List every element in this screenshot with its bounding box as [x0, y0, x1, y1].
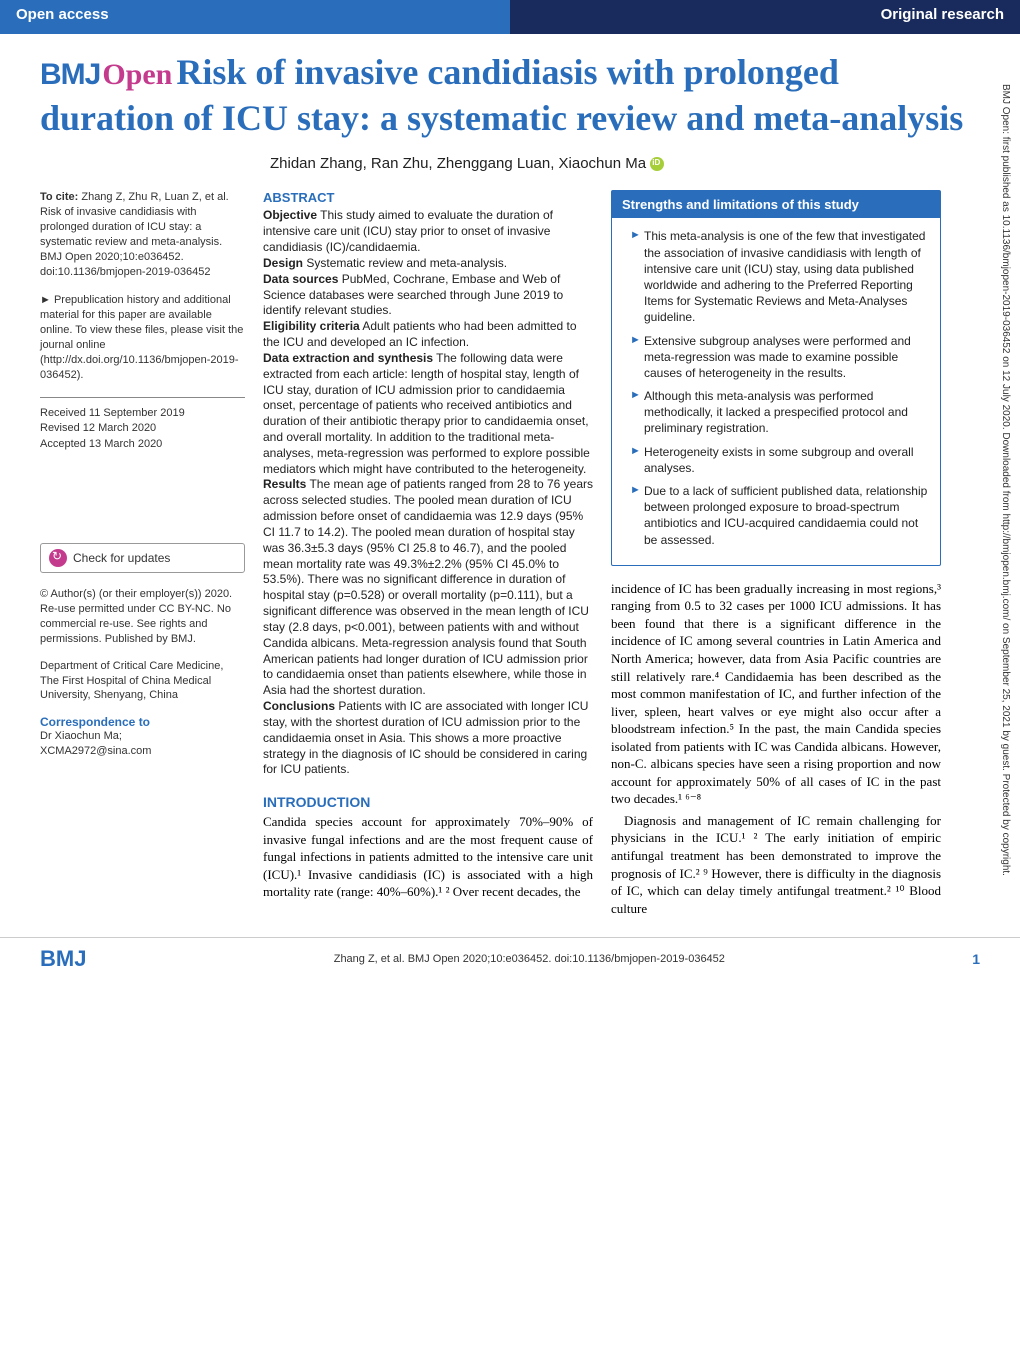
box-item: Although this meta-analysis was performe… — [630, 388, 928, 437]
journal-logo: BMJOpen — [40, 58, 172, 92]
box-item: Due to a lack of sufficient published da… — [630, 483, 928, 548]
middle-column: ABSTRACT Objective This study aimed to e… — [263, 190, 593, 917]
check-updates-icon — [49, 549, 67, 567]
article-type-badge: Original research — [510, 0, 1020, 34]
authors-text: Zhidan Zhang, Ran Zhu, Zhenggang Luan, X… — [270, 155, 646, 172]
results-text: The mean age of patients ranged from 28 … — [263, 477, 593, 697]
box-body: This meta-analysis is one of the few tha… — [612, 218, 940, 564]
right-paragraph-1: incidence of IC has been gradually incre… — [611, 580, 941, 808]
objective-label: Objective — [263, 208, 317, 222]
abstract-data-sources: Data sources PubMed, Cochrane, Embase an… — [263, 272, 593, 319]
strengths-limitations-box: Strengths and limitations of this study … — [611, 190, 941, 565]
check-updates-button[interactable]: Check for updates — [40, 543, 245, 573]
conclusions-label: Conclusions — [263, 699, 335, 713]
left-sidebar: To cite: Zhang Z, Zhu R, Luan Z, et al. … — [40, 190, 245, 917]
bmj-text: BMJ — [40, 58, 100, 91]
correspondence-header: Correspondence to — [40, 715, 245, 729]
correspondence-text: Dr Xiaochun Ma; XCMA2972@sina.com — [40, 729, 245, 759]
design-label: Design — [263, 256, 303, 270]
design-text: Systematic review and meta-analysis. — [303, 256, 507, 270]
footer-page-number: 1 — [972, 951, 980, 967]
page-footer: BMJ Zhang Z, et al. BMJ Open 2020;10:e03… — [0, 937, 1020, 986]
footer-citation: Zhang Z, et al. BMJ Open 2020;10:e036452… — [334, 953, 725, 965]
bmj-footer-logo: BMJ — [40, 946, 86, 972]
box-header: Strengths and limitations of this study — [612, 191, 940, 218]
box-item: Heterogeneity exists in some subgroup an… — [630, 444, 928, 476]
cite-text: Zhang Z, Zhu R, Luan Z, et al. Risk of i… — [40, 191, 229, 277]
eligibility-label: Eligibility criteria — [263, 319, 360, 333]
abstract-design: Design Systematic review and meta-analys… — [263, 256, 593, 272]
check-updates-label: Check for updates — [73, 551, 170, 565]
abstract-conclusions: Conclusions Patients with IC are associa… — [263, 699, 593, 778]
abstract-header: ABSTRACT — [263, 190, 593, 205]
extraction-text: The following data were extracted from e… — [263, 351, 590, 476]
prepublication-note: ► Prepublication history and additional … — [40, 293, 245, 382]
title-block: BMJOpen Risk of invasive candidiasis wit… — [40, 52, 980, 139]
license-text: © Author(s) (or their employer(s)) 2020.… — [40, 587, 245, 646]
open-text: Open — [102, 58, 172, 91]
citation-block: To cite: Zhang Z, Zhu R, Luan Z, et al. … — [40, 190, 245, 279]
box-item: This meta-analysis is one of the few tha… — [630, 228, 928, 325]
vertical-copyright-text: BMJ Open: first published as 10.1136/bmj… — [994, 84, 1012, 1284]
affiliation-text: Department of Critical Care Medicine, Th… — [40, 659, 245, 704]
right-paragraph-2: Diagnosis and management of IC remain ch… — [611, 812, 941, 917]
top-band: Open access Original research — [0, 0, 1020, 34]
abstract-extraction: Data extraction and synthesis The follow… — [263, 351, 593, 478]
article-title: Risk of invasive candidiasis with prolon… — [40, 52, 963, 138]
abstract-eligibility: Eligibility criteria Adult patients who … — [263, 319, 593, 351]
cite-label: To cite: — [40, 191, 78, 203]
abstract-results: Results The mean age of patients ranged … — [263, 477, 593, 699]
right-column: Strengths and limitations of this study … — [611, 190, 941, 917]
author-list: Zhidan Zhang, Ran Zhu, Zhenggang Luan, X… — [40, 155, 980, 172]
introduction-header: INTRODUCTION — [263, 794, 593, 810]
box-item: Extensive subgroup analyses were perform… — [630, 333, 928, 382]
results-label: Results — [263, 477, 306, 491]
abstract-objective: Objective This study aimed to evaluate t… — [263, 208, 593, 255]
extraction-label: Data extraction and synthesis — [263, 351, 433, 365]
intro-paragraph-1: Candida species account for approximatel… — [263, 813, 593, 901]
open-access-badge: Open access — [0, 0, 510, 34]
orcid-icon — [650, 157, 664, 171]
article-dates: Received 11 September 2019 Revised 12 Ma… — [40, 397, 245, 454]
data-sources-label: Data sources — [263, 272, 338, 286]
